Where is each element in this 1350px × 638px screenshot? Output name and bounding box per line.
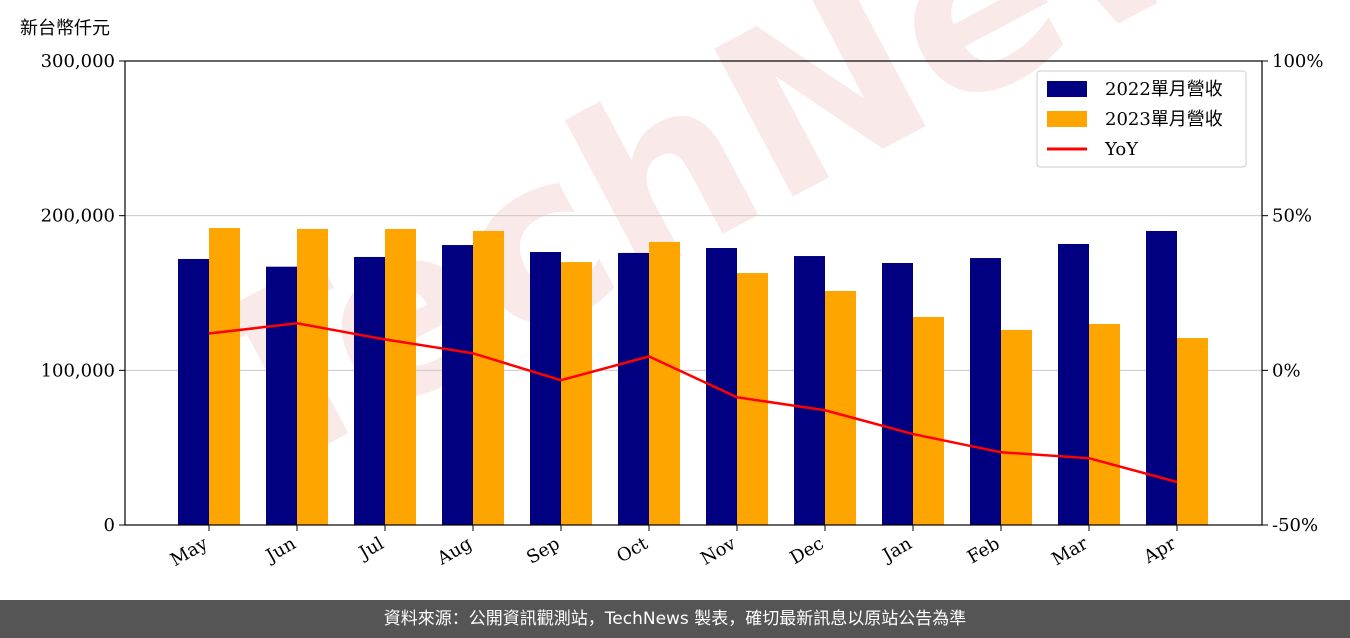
x-tick-label: Nov <box>697 533 740 570</box>
x-tick-label: Jun <box>261 533 300 568</box>
x-tick-label: Dec <box>787 533 828 569</box>
legend-label: 2023單月營收 <box>1105 109 1223 130</box>
bar <box>385 228 416 525</box>
y-tick-label: 200,000 <box>41 206 115 227</box>
bar <box>473 230 504 525</box>
x-tick-label: Jul <box>354 533 388 565</box>
bar <box>354 256 385 525</box>
plot-frame <box>124 60 1263 526</box>
y-axis-label: 新台幣仟元 <box>20 18 110 39</box>
bar <box>209 228 240 526</box>
x-tick-label: Apr <box>1139 533 1179 568</box>
bar <box>442 245 473 525</box>
x-tick-label: Feb <box>964 533 1004 568</box>
bar <box>1177 338 1208 525</box>
y2-tick-label: 100% <box>1272 51 1323 72</box>
legend-swatch <box>1047 111 1087 127</box>
legend-swatch <box>1047 81 1087 97</box>
x-tick-label: Mar <box>1048 533 1092 570</box>
y-tick-label: 0 <box>104 515 115 536</box>
bar <box>970 258 1001 525</box>
x-tick-label: May <box>167 533 212 571</box>
x-tick-label: Oct <box>613 533 652 568</box>
y2-tick-label: -50% <box>1272 515 1318 536</box>
bar <box>706 247 737 525</box>
chart: 新台幣仟元 TechNews0100,000200,000300,000-50%… <box>20 0 1350 571</box>
bar <box>618 252 649 525</box>
bar <box>1001 329 1032 525</box>
y2-tick-label: 0% <box>1272 360 1301 381</box>
bar <box>825 290 856 525</box>
bar <box>178 258 209 525</box>
bar <box>882 262 913 525</box>
y2-tick-label: 50% <box>1272 206 1312 227</box>
legend-box <box>1036 70 1247 168</box>
legend-label: 2022單月營收 <box>1105 79 1223 100</box>
x-tick-label: Aug <box>433 533 476 570</box>
bar <box>1089 323 1120 525</box>
legend-label: YoY <box>1104 139 1139 160</box>
bar <box>794 256 825 525</box>
bar <box>913 316 944 525</box>
bar <box>266 266 297 525</box>
footer: 資料來源：公開資訊觀測站，TechNews 製表，確切最新訊息以原站公告為準 <box>0 600 1350 638</box>
bar <box>1058 243 1089 525</box>
bar <box>530 252 561 525</box>
y-tick-label: 300,000 <box>41 51 115 72</box>
x-tick-label: Sep <box>523 533 563 568</box>
bar <box>649 241 680 525</box>
bar <box>561 262 592 525</box>
x-tick-label: Jan <box>878 533 916 567</box>
line <box>208 322 1178 484</box>
y-tick-label: 100,000 <box>41 360 115 381</box>
bar <box>297 228 328 525</box>
